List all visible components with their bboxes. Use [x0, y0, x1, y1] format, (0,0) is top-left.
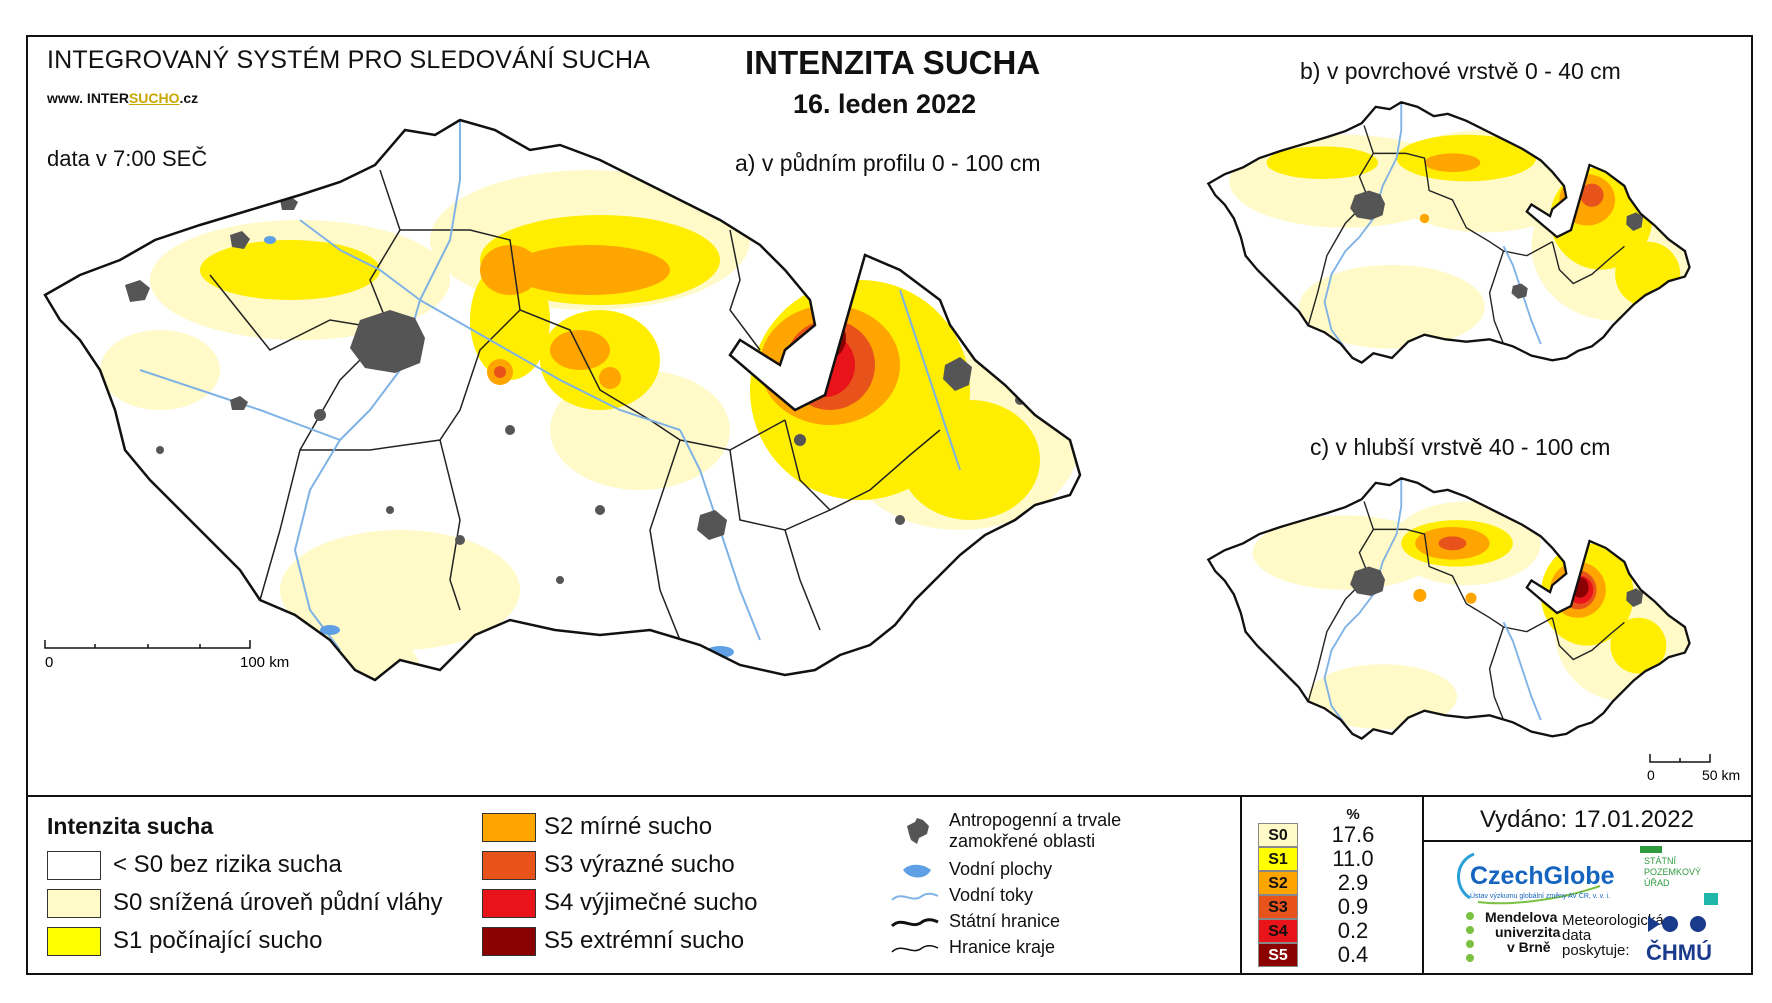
- stats-code-s4: S4: [1258, 919, 1298, 943]
- legend-state-border-label: Státní hranice: [949, 911, 1061, 931]
- main-scale-zero: 0: [45, 654, 53, 671]
- legend-label-s5: S5 extrémní sucho: [544, 927, 745, 954]
- map-b-title: b) v povrchové vrstvě 0 - 40 cm: [1300, 58, 1621, 84]
- stats-value-s0: 17.6: [1331, 822, 1375, 847]
- deep-layer-map: [1207, 477, 1691, 740]
- urban-area-icon: [907, 818, 929, 844]
- main-drought-map: 0 100 km: [43, 118, 1082, 682]
- legend-label-s1: S1 počínající sucho: [113, 927, 323, 954]
- spu-logo: STÁTNÍ POZEMKOVÝ ÚŘAD: [1644, 856, 1702, 888]
- stats-value-s2: 2.9: [1337, 870, 1369, 895]
- stats-header-row: %: [1258, 803, 1408, 823]
- stats-value-s1: 11.0: [1332, 846, 1374, 871]
- issued-date: Vydáno: 17.01.2022: [1480, 806, 1694, 833]
- stats-header: %: [1346, 806, 1360, 823]
- small-scale-bar: 0 50 km: [1647, 754, 1740, 783]
- stats-row-s1: S1 11.0: [1258, 847, 1408, 871]
- stats-row-s5: S5 0.4: [1258, 943, 1408, 967]
- system-title: INTEGROVANÝ SYSTÉM PRO SLEDOVÁNÍ SUCHA: [47, 46, 651, 74]
- legend-label-s2: S2 mírné sucho: [544, 813, 713, 840]
- legend-label-s3: S3 výrazné sucho: [544, 851, 735, 878]
- czechglobe-logo: CzechGlobe: [1470, 862, 1615, 890]
- legend-label-s0: S0 snížená úroveň půdní vláhy: [113, 889, 443, 916]
- region-border-icon: [891, 944, 939, 953]
- legend-title: Intenzita sucha: [47, 813, 214, 839]
- surface-layer-map: [1207, 101, 1691, 364]
- main-title: INTENZITA SUCHA: [745, 44, 1041, 81]
- legend-divider: [26, 795, 1753, 797]
- stats-row-s4: S4 0.2: [1258, 919, 1408, 943]
- legend-water-label: Vodní plochy: [949, 859, 1053, 879]
- chmu-logo-icon: [1648, 916, 1706, 932]
- data-time-note: data v 7:00 SEČ: [47, 146, 208, 171]
- map-date: 16. leden 2022: [793, 89, 977, 119]
- website-url[interactable]: www. INTERSUCHO.cz: [47, 90, 199, 106]
- swatch-s5: [482, 927, 536, 956]
- stats-row-s0: S0 17.6: [1258, 823, 1408, 847]
- water-body-icon: [903, 864, 931, 878]
- state-border-icon: [890, 918, 939, 928]
- met-data-provider-text: Meteorologická data poskytuje:: [1562, 912, 1664, 959]
- stats-row-s3: S3 0.9: [1258, 895, 1408, 919]
- mendelu-logo-icon: [1466, 912, 1474, 962]
- czechglobe-subtitle: Ústav výzkumu globální změny AV ČR, v. v…: [1470, 893, 1611, 900]
- stats-code-s0: S0: [1258, 823, 1298, 847]
- small-scale-zero: 0: [1647, 767, 1655, 783]
- stats-code-s1: S1: [1258, 847, 1298, 871]
- swatch-s0: [47, 889, 101, 918]
- main-scale-bar: [44, 640, 251, 649]
- swatch-s1: [47, 927, 101, 956]
- stats-row-s2: S2 2.9: [1258, 871, 1408, 895]
- map-c-title: c) v hlubší vrstvě 40 - 100 cm: [1310, 434, 1611, 460]
- map-a-title: a) v půdním profilu 0 - 100 cm: [735, 150, 1041, 176]
- legend-region-border-label: Hranice kraje: [949, 937, 1056, 957]
- issued-divider: [1422, 840, 1751, 842]
- legend-urban-label: Antropogenní a trvale zamokřené oblasti: [949, 810, 1122, 851]
- legend-label-below-s0: < S0 bez rizika sucha: [113, 851, 342, 878]
- stats-code-s3: S3: [1258, 895, 1298, 919]
- small-scale-end: 50 km: [1702, 767, 1740, 783]
- czechglobe-logo-icon: [1457, 852, 1601, 905]
- stats-value-s5: 0.4: [1337, 942, 1369, 967]
- chmu-logo: ČHMÚ: [1646, 940, 1712, 965]
- legend-label-s4: S4 výjimečné sucho: [544, 889, 758, 916]
- stats-value-s3: 0.9: [1337, 894, 1369, 919]
- swatch-s2: [482, 813, 536, 842]
- legend-river-label: Vodní toky: [949, 885, 1034, 905]
- spu-logo-mark: [1704, 893, 1718, 905]
- stats-value-s4: 0.2: [1337, 918, 1369, 943]
- main-scale-end: 100 km: [240, 654, 289, 671]
- spu-logo-icon: [1640, 846, 1662, 853]
- stats-code-s2: S2: [1258, 871, 1298, 895]
- stats-table: % S0 17.6 S1 11.0 S2 2.9 S3 0.9 S4 0.2 S…: [1240, 797, 1424, 973]
- swatch-below-s0: [47, 851, 101, 880]
- mendelu-logo: Mendelova univerzita v Brně: [1485, 909, 1561, 955]
- stats-code-s5: S5: [1258, 943, 1298, 967]
- river-icon: [891, 892, 939, 901]
- swatch-s4: [482, 889, 536, 918]
- swatch-s3: [482, 851, 536, 880]
